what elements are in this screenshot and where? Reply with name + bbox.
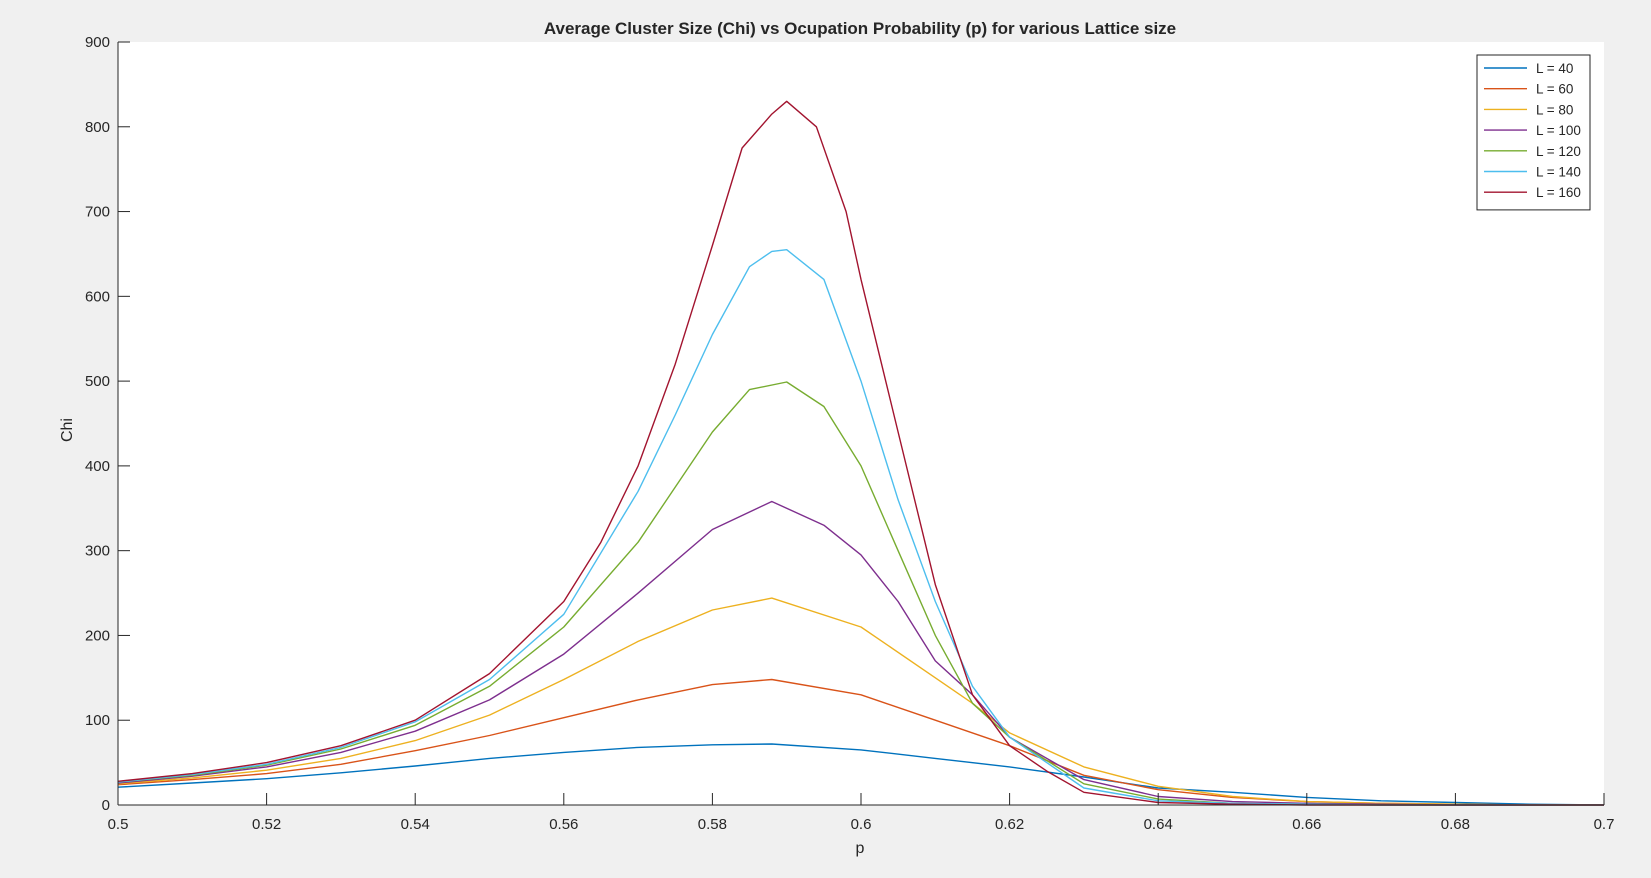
series-line-1 (117, 743, 1605, 806)
series-line-3 (117, 597, 1604, 806)
legend-label: L = 60 (1536, 82, 1573, 97)
x-tick-label: 0.68 (1441, 816, 1470, 833)
x-tick-label: 0.6 (851, 816, 872, 833)
series-line-7 (117, 100, 1604, 806)
series-line-6 (117, 248, 1604, 806)
x-tick-label: 0.56 (549, 816, 578, 833)
y-tick-label: 100 (85, 712, 110, 729)
legend-label: L = 160 (1536, 185, 1581, 200)
legend: L = 40 L = 60 L = 80 L = 100 L = 120 L = 140 L… (1476, 54, 1591, 211)
x-tick-label: 0.58 (698, 816, 727, 833)
y-tick-label: 500 (85, 373, 110, 390)
y-axis-label: Chi (59, 418, 76, 442)
x-tick-label: 0.5 (108, 816, 129, 833)
x-tick-label: 0.62 (995, 816, 1024, 833)
legend-label: L = 80 (1536, 102, 1573, 117)
y-tick-label: 700 (85, 204, 110, 221)
legend-box (1476, 54, 1591, 211)
axis-layer: 0.5 0.52 0.54 0.56 0.58 0.6 0.62 0.64 0.66 0.68 0.… (85, 34, 1614, 833)
axes-background (118, 42, 1604, 805)
y-tick-label: 900 (85, 34, 110, 51)
legend-label: L = 40 (1536, 61, 1573, 76)
y-tick-label: 400 (85, 458, 110, 475)
x-tick-label: 0.64 (1144, 816, 1173, 833)
y-tick-label: 200 (85, 627, 110, 644)
y-tick-label: 600 (85, 288, 110, 305)
legend-label: L = 140 (1536, 165, 1581, 180)
series-layer (117, 100, 1605, 806)
x-tick-label: 0.66 (1292, 816, 1321, 833)
chart-title: Average Cluster Size (Chi) vs Ocupation … (544, 19, 1176, 38)
x-tick-label: 0.54 (401, 816, 430, 833)
x-axis-label: p (856, 840, 865, 857)
series-line-4 (117, 500, 1604, 806)
x-tick-label: 0.52 (252, 816, 281, 833)
y-tick-label: 0 (102, 797, 110, 814)
y-tick-label: 300 (85, 543, 110, 560)
y-tick-label: 800 (85, 119, 110, 136)
x-tick-label: 0.7 (1594, 816, 1615, 833)
legend-label: L = 100 (1536, 123, 1581, 138)
legend-label: L = 120 (1536, 144, 1581, 159)
